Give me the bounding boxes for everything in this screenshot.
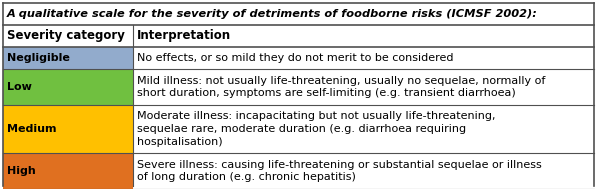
Bar <box>3 69 133 105</box>
Bar <box>3 47 133 69</box>
Text: High: High <box>7 166 36 176</box>
Bar <box>3 105 133 153</box>
Text: Moderate illness: incapacitating but not usually life-threatening,
sequelae rare: Moderate illness: incapacitating but not… <box>137 111 496 147</box>
Text: Mild illness: not usually life-threatening, usually no sequelae, normally of
sho: Mild illness: not usually life-threateni… <box>137 76 546 98</box>
Text: No effects, or so mild they do not merit to be considered: No effects, or so mild they do not merit… <box>137 53 454 63</box>
Text: Negligible: Negligible <box>7 53 70 63</box>
Text: Medium: Medium <box>7 124 57 134</box>
Bar <box>3 153 133 189</box>
Text: Severe illness: causing life-threatening or substantial sequelae or illness
of l: Severe illness: causing life-threatening… <box>137 160 541 182</box>
Text: Low: Low <box>7 82 32 92</box>
Text: Severity category: Severity category <box>7 29 125 43</box>
Text: A qualitative scale for the severity of detriments of foodborne risks (ICMSF 200: A qualitative scale for the severity of … <box>7 9 538 19</box>
Text: Interpretation: Interpretation <box>137 29 231 43</box>
